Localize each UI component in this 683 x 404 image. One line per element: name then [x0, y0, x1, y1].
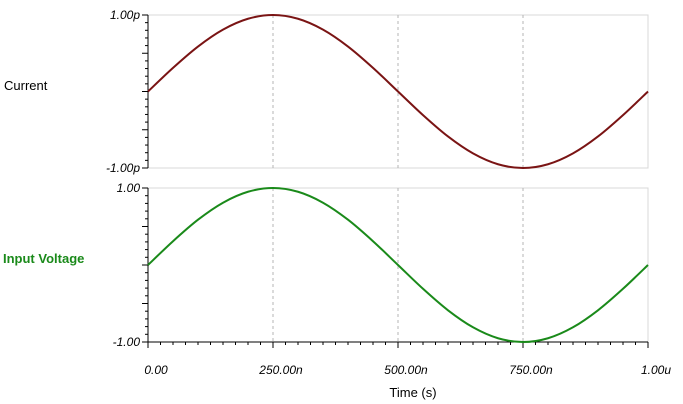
y-axis-label-2: Input Voltage — [3, 251, 84, 266]
series-line-current — [147, 13, 649, 170]
y-tick-label-2-2: -1.00 — [113, 335, 141, 349]
x-tick-label-3: 500.00n — [384, 363, 428, 377]
y-tick-label-2-1: 1.00 — [117, 181, 141, 195]
y-axis-label-1: Current — [4, 78, 48, 93]
y-tick-label-1-1: 1.00p — [110, 8, 140, 22]
x-axis-title: Time (s) — [389, 385, 436, 400]
series-layer — [147, 13, 649, 344]
x-tick-label-5: 1.00u — [641, 363, 671, 377]
y-tick-label-1-2: -1.00p — [106, 161, 140, 175]
x-tick-label-4: 750.00n — [509, 363, 553, 377]
x-tick-label-2: 250.00n — [258, 363, 303, 377]
axes-layer — [142, 14, 649, 348]
grid-layer — [147, 14, 649, 343]
label-layer: 1.00p -1.00p Current 1.00 -1.00 Input Voltage… — [3, 8, 671, 400]
series-line-input-voltage — [147, 186, 649, 344]
x-tick-label-1: 0.00 — [144, 363, 168, 377]
